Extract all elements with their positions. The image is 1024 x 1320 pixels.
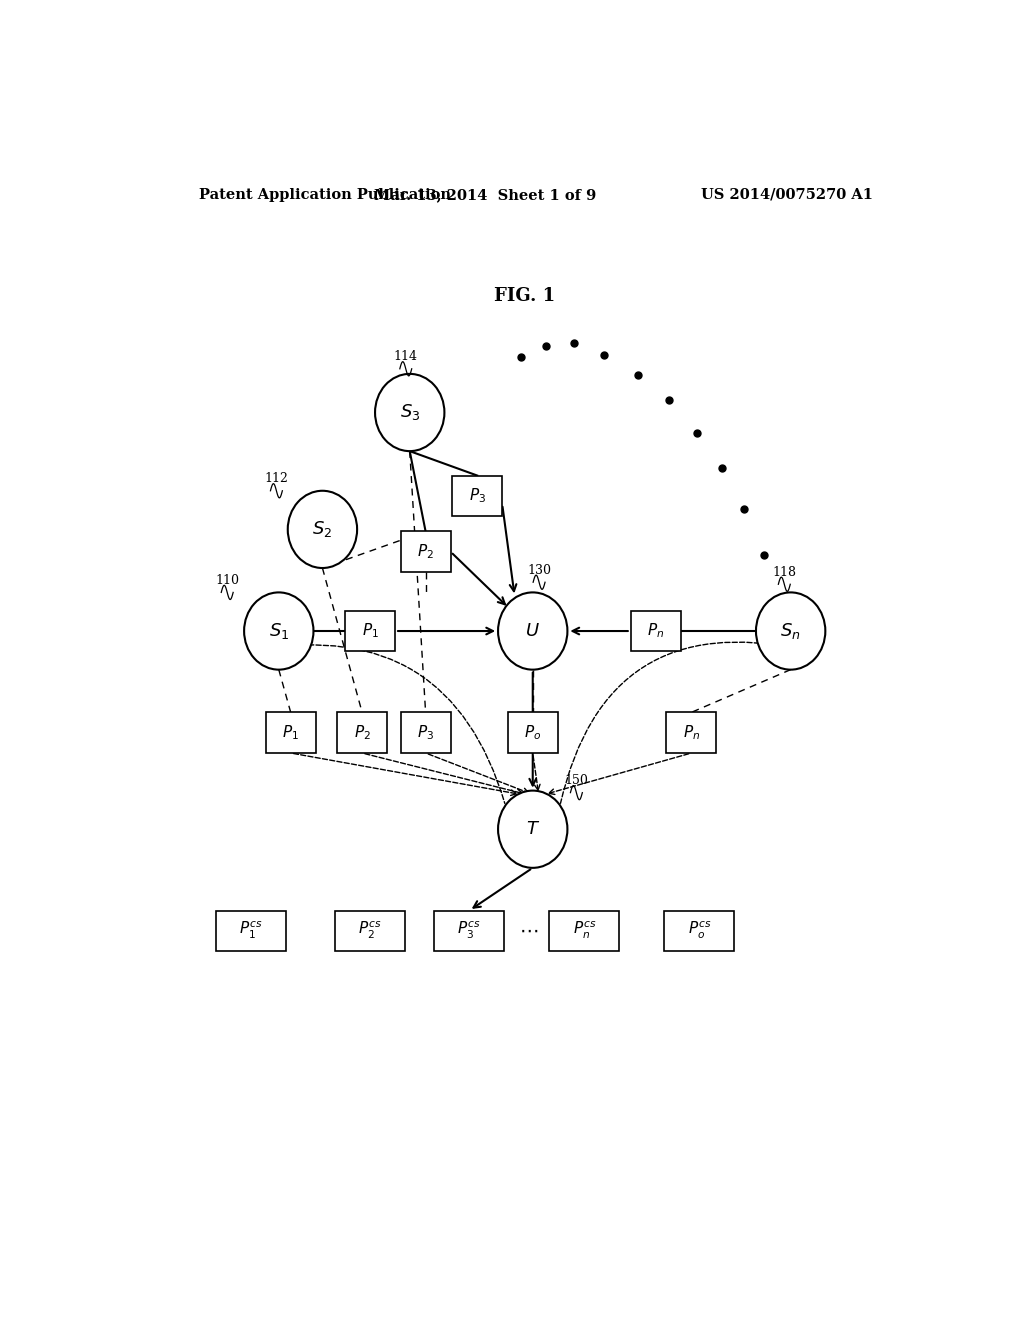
Text: US 2014/0075270 A1: US 2014/0075270 A1 — [700, 187, 872, 202]
Text: $P_o$: $P_o$ — [524, 723, 542, 742]
Text: $S_3$: $S_3$ — [399, 403, 420, 422]
Text: $P_n$: $P_n$ — [647, 622, 665, 640]
Text: $P_o^{cs}$: $P_o^{cs}$ — [688, 920, 711, 941]
Text: $P_2$: $P_2$ — [353, 723, 371, 742]
FancyBboxPatch shape — [508, 713, 558, 752]
Ellipse shape — [498, 593, 567, 669]
FancyBboxPatch shape — [216, 911, 286, 952]
Text: 118: 118 — [772, 565, 797, 578]
Text: 130: 130 — [527, 564, 551, 577]
Text: Mar. 13, 2014  Sheet 1 of 9: Mar. 13, 2014 Sheet 1 of 9 — [374, 187, 596, 202]
FancyBboxPatch shape — [434, 911, 504, 952]
Text: $S_2$: $S_2$ — [312, 519, 333, 540]
FancyBboxPatch shape — [550, 911, 620, 952]
FancyBboxPatch shape — [335, 911, 404, 952]
Text: $\cdots$: $\cdots$ — [519, 921, 539, 940]
Text: 110: 110 — [215, 574, 240, 586]
FancyBboxPatch shape — [453, 475, 502, 516]
Text: $P_2$: $P_2$ — [417, 543, 434, 561]
FancyBboxPatch shape — [337, 713, 387, 752]
Text: FIG. 1: FIG. 1 — [495, 286, 555, 305]
Text: $U$: $U$ — [525, 622, 540, 640]
FancyBboxPatch shape — [265, 713, 315, 752]
Ellipse shape — [756, 593, 825, 669]
FancyBboxPatch shape — [631, 611, 681, 651]
Text: $T$: $T$ — [525, 820, 540, 838]
Text: $P_n$: $P_n$ — [683, 723, 700, 742]
Ellipse shape — [498, 791, 567, 867]
FancyBboxPatch shape — [400, 713, 451, 752]
Ellipse shape — [288, 491, 357, 568]
Text: $P_1$: $P_1$ — [361, 622, 379, 640]
Text: $S_1$: $S_1$ — [268, 620, 289, 642]
Text: $P_n^{cs}$: $P_n^{cs}$ — [572, 920, 596, 941]
Ellipse shape — [244, 593, 313, 669]
Text: $P_1^{cs}$: $P_1^{cs}$ — [240, 920, 263, 941]
FancyBboxPatch shape — [667, 713, 717, 752]
Text: $P_1$: $P_1$ — [283, 723, 299, 742]
FancyBboxPatch shape — [400, 532, 451, 572]
Text: 112: 112 — [264, 473, 289, 484]
Text: $S_n$: $S_n$ — [780, 620, 801, 642]
Text: Patent Application Publication: Patent Application Publication — [200, 187, 452, 202]
Text: $P_3^{cs}$: $P_3^{cs}$ — [458, 920, 481, 941]
FancyBboxPatch shape — [665, 911, 734, 952]
Text: 150: 150 — [564, 774, 589, 787]
Text: 114: 114 — [394, 350, 418, 363]
FancyBboxPatch shape — [345, 611, 395, 651]
Text: $P_2^{cs}$: $P_2^{cs}$ — [358, 920, 382, 941]
Text: $P_3$: $P_3$ — [469, 487, 485, 506]
Text: $P_3$: $P_3$ — [417, 723, 434, 742]
Ellipse shape — [375, 374, 444, 451]
